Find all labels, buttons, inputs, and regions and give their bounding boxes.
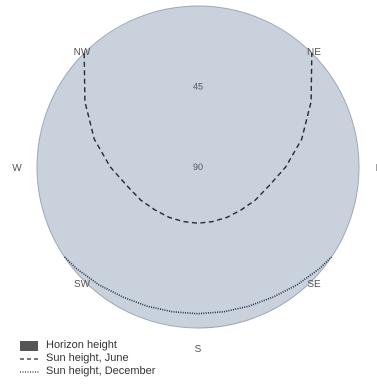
- series-layer: [63, 53, 333, 315]
- legend: Horizon height Sun height, June Sun heig…: [18, 339, 155, 378]
- horizon-swatch-icon: [20, 340, 38, 351]
- legend-item-december: Sun height, December: [18, 365, 155, 378]
- direction-label-e: E: [376, 163, 377, 174]
- direction-labels: NNEESESSWWNW: [12, 47, 377, 355]
- dashed-line-icon: [20, 357, 40, 360]
- legend-label-june: Sun height, June: [46, 352, 129, 364]
- direction-label-s: S: [195, 344, 202, 355]
- direction-label-w: W: [12, 163, 22, 174]
- legend-label-horizon: Horizon height: [46, 339, 117, 351]
- series-line-sun-height-june: [83, 53, 313, 224]
- direction-label-nw: NW: [74, 47, 91, 58]
- direction-label-sw: SW: [74, 279, 91, 290]
- sky-dome-disc: [36, 5, 360, 329]
- legend-item-horizon: Horizon height: [18, 339, 155, 352]
- legend-label-december: Sun height, December: [46, 365, 156, 377]
- ring-label-45: 45: [193, 82, 203, 92]
- legend-item-june: Sun height, June: [18, 352, 155, 365]
- dotted-line-icon: [20, 370, 40, 373]
- series-line-sun-height-december: [63, 256, 333, 315]
- ring-labels: 45 90: [193, 82, 203, 173]
- direction-label-ne: NE: [307, 47, 321, 58]
- ring-label-90: 90: [193, 162, 203, 172]
- direction-label-se: SE: [307, 279, 321, 290]
